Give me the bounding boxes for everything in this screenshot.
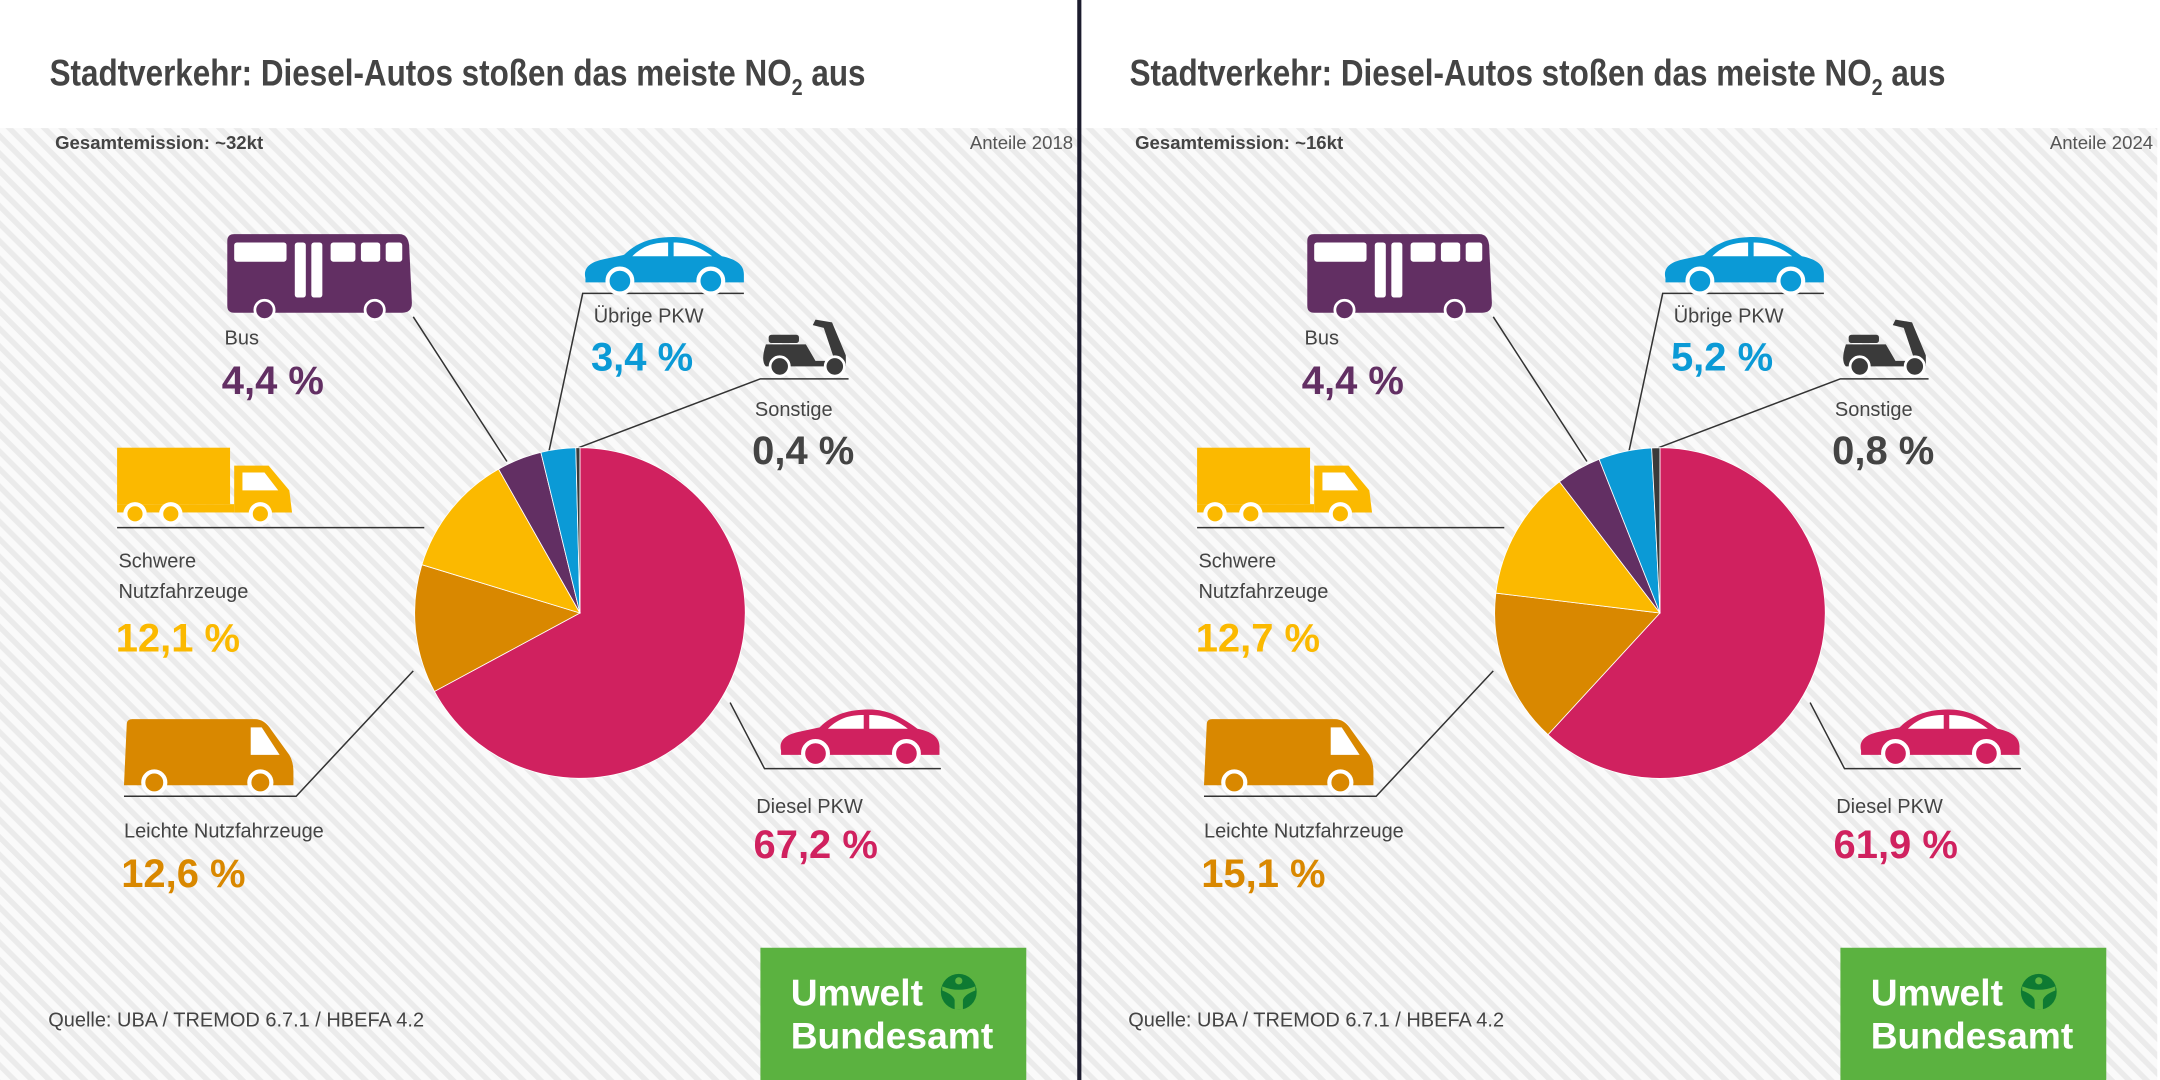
car-icon [1860,709,2020,768]
svg-text:Bundesamt: Bundesamt [791,1014,994,1056]
slice-label-schwere: Nutzfahrzeuge [1198,581,1328,603]
pie-slice-diesel [433,447,746,779]
car-icon [780,709,940,768]
panel-2018: Stadtverkehr: Diesel-Autos stoßen das me… [0,53,1078,1080]
total-emission: Gesamtemission: ~16kt [1135,132,1343,153]
slice-value-sonstige: 0,4 % [752,429,854,473]
leader-line-diesel [1809,702,2021,770]
pie-slice-leichte [1494,592,1661,736]
leader-line-sonstige [1658,378,1929,449]
chart-title: Stadtverkehr: Diesel-Autos stoßen das me… [1130,53,1946,100]
car-icon [1664,236,1824,296]
slice-value-schwere: 12,7 % [1196,617,1320,661]
pie-slice-sonstige [575,447,581,614]
uba-emblem-icon [2020,973,2057,1010]
van-icon [123,719,294,796]
year-label: Anteile 2018 [970,132,1073,153]
slice-value-uebrige: 5,2 % [1671,336,1773,380]
svg-text:Umwelt: Umwelt [1871,972,2003,1014]
svg-text:Umwelt: Umwelt [791,972,923,1014]
source-note: Quelle: UBA / TREMOD 6.7.1 / HBEFA 4.2 [48,1009,424,1031]
leader-line-diesel [729,702,941,770]
total-emission: Gesamtemission: ~32kt [55,132,263,153]
slice-value-sonstige: 0,8 % [1832,429,1934,473]
pie-slice-leichte [414,564,582,692]
bus-icon [1307,234,1492,321]
pie-slice-sonstige [1651,447,1661,614]
bus-icon [227,234,412,321]
slice-value-bus: 4,4 % [1302,359,1404,403]
slice-value-diesel: 61,9 % [1834,823,1958,867]
slice-label-uebrige: Übrige PKW [594,305,704,327]
slice-label-schwere: Nutzfahrzeuge [118,581,248,603]
pie-chart [1494,447,1826,779]
slice-label-diesel: Diesel PKW [756,796,863,818]
slice-value-leichte: 15,1 % [1201,852,1325,896]
leader-line-leichte [1203,670,1494,797]
uba-emblem-icon [940,973,977,1010]
scooter-icon [1843,319,1926,378]
leader-line-uebrige [547,292,744,455]
panel-2024: Stadtverkehr: Diesel-Autos stoßen das me… [1080,53,2158,1080]
uba-logo: Umwelt Bundesamt [760,947,1027,1080]
leader-line-leichte [123,670,414,797]
pie-slice-schwere [421,468,581,614]
slice-value-uebrige: 3,4 % [591,336,693,380]
truck-icon [1197,447,1373,526]
slice-label-schwere: Schwere [118,551,196,573]
leader-line-sonstige [578,378,849,449]
slice-value-diesel: 67,2 % [754,823,878,867]
slice-label-sonstige: Sonstige [1835,399,1913,421]
svg-text:Bundesamt: Bundesamt [1871,1014,2074,1056]
slice-label-sonstige: Sonstige [755,399,833,421]
scooter-icon [763,319,846,378]
pie-slice-diesel [1547,447,1826,779]
leader-line-bus [412,316,508,462]
slice-label-leichte: Leichte Nutzfahrzeuge [1204,821,1404,843]
chart-title: Stadtverkehr: Diesel-Autos stoßen das me… [50,53,866,100]
slice-label-leichte: Leichte Nutzfahrzeuge [124,821,324,843]
panel-divider [1077,0,1082,1080]
pie-slice-schwere [1495,481,1661,614]
source-note: Quelle: UBA / TREMOD 6.7.1 / HBEFA 4.2 [1128,1009,1504,1031]
truck-icon [117,447,293,526]
pie-chart [414,447,746,779]
van-icon [1203,719,1374,796]
slice-value-leichte: 12,6 % [121,852,245,896]
uba-logo: Umwelt Bundesamt [1840,947,2107,1080]
slice-label-diesel: Diesel PKW [1836,796,1943,818]
car-icon [584,236,744,296]
leader-line-uebrige [1627,292,1824,455]
slice-label-uebrige: Übrige PKW [1674,305,1784,327]
slice-label-bus: Bus [1305,327,1339,349]
leader-line-bus [1492,316,1588,462]
year-label: Anteile 2024 [2050,132,2153,153]
slice-label-schwere: Schwere [1198,551,1276,573]
slice-label-bus: Bus [225,327,259,349]
slice-value-bus: 4,4 % [222,359,324,403]
slice-value-schwere: 12,1 % [116,617,240,661]
